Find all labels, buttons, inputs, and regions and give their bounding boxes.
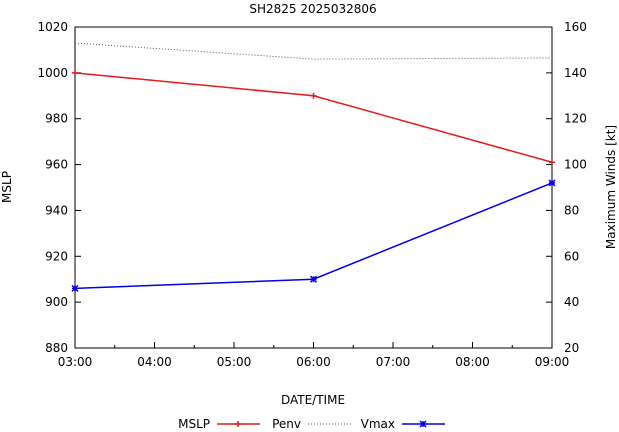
- chart-title: SH2825 2025032806: [249, 2, 376, 16]
- x-tick-label-5: 08:00: [455, 355, 490, 369]
- y-tick-label-5: 980: [45, 112, 68, 126]
- y2-axis-label: Maximum Winds [kt]: [604, 125, 618, 249]
- y-axis-right: 20 40 60 80 100 120 140 160: [546, 20, 587, 355]
- legend-label-vmax: Vmax: [361, 417, 395, 431]
- x-tick-label-0: 03:00: [58, 355, 93, 369]
- y2-tick-label-5: 120: [564, 112, 587, 126]
- x-tick-label-1: 04:00: [137, 355, 172, 369]
- y2-tick-label-1: 40: [564, 295, 579, 309]
- y2-tick-label-0: 20: [564, 341, 579, 355]
- y-tick-label-7: 1020: [37, 20, 68, 34]
- y-axis-left: 880 900 920 940 960 980 1000 1020: [37, 20, 81, 355]
- series-line-mslp: [74, 72, 553, 164]
- point-mslp-2: [549, 159, 555, 166]
- legend-marker-vmax: [419, 420, 427, 428]
- point-vmax-0: [71, 284, 79, 292]
- series-line-vmax: [74, 182, 553, 290]
- legend: MSLP Penv Vmax: [178, 417, 445, 431]
- y-tick-label-2: 920: [45, 249, 68, 263]
- x-tick-label-6: 09:00: [535, 355, 570, 369]
- x-tick-label-3: 06:00: [296, 355, 331, 369]
- y-tick-label-1: 900: [45, 295, 68, 309]
- plot-frame: [74, 26, 553, 349]
- point-mslp-0: [72, 69, 78, 76]
- y2-tick-label-3: 80: [564, 203, 579, 217]
- x-tick-label-4: 07:00: [376, 355, 411, 369]
- point-vmax-2: [548, 179, 556, 187]
- point-vmax-1: [309, 275, 318, 283]
- x-axis: 03:00 04:00 05:00 06:00 07:00 08:00 09:00: [58, 342, 570, 369]
- series-layer: [71, 42, 556, 292]
- x-tick-label-2: 05:00: [217, 355, 252, 369]
- y-tick-label-0: 880: [45, 341, 68, 355]
- y2-tick-label-4: 100: [564, 158, 587, 172]
- y-axis-label: MSLP: [0, 171, 14, 203]
- y2-tick-label-6: 140: [564, 66, 587, 80]
- y-tick-label-3: 940: [45, 203, 68, 217]
- y-tick-label-6: 1000: [37, 66, 68, 80]
- y2-tick-label-7: 160: [564, 20, 587, 34]
- legend-label-mslp: MSLP: [178, 417, 210, 431]
- x-axis-label: DATE/TIME: [281, 393, 345, 407]
- legend-label-penv: Penv: [272, 417, 301, 431]
- point-mslp-1: [310, 92, 317, 99]
- y-tick-label-4: 960: [45, 158, 68, 172]
- series-line-penv: [74, 42, 553, 60]
- legend-marker-mslp: [235, 421, 241, 427]
- y2-tick-label-2: 60: [564, 249, 579, 263]
